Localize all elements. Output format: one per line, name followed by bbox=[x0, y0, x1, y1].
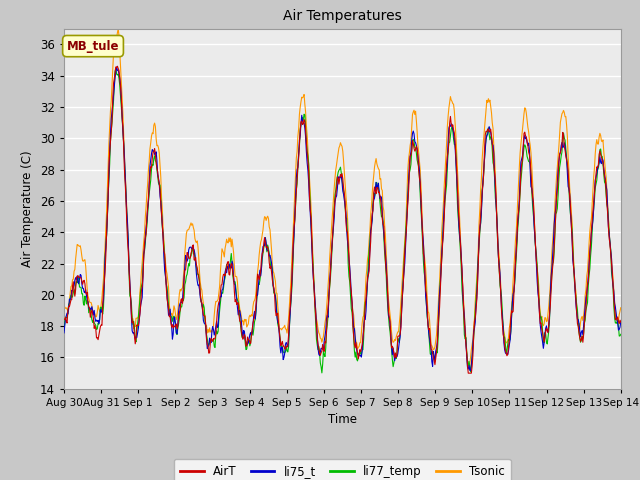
li77_temp bbox=[128, 316, 136, 322]
Tsonic bbox=[128, 316, 136, 322]
li77_temp bbox=[112, 65, 120, 71]
li75_t bbox=[185, 247, 193, 253]
Y-axis label: Air Temperature (C): Air Temperature (C) bbox=[21, 151, 35, 267]
Title: Air Temperatures: Air Temperatures bbox=[283, 10, 402, 24]
li77_temp bbox=[428, 348, 436, 354]
Text: MB_tule: MB_tule bbox=[67, 40, 119, 53]
Tsonic bbox=[185, 227, 193, 233]
Line: Tsonic: Tsonic bbox=[64, 29, 621, 369]
AirT bbox=[617, 319, 625, 325]
AirT bbox=[60, 317, 68, 323]
li77_temp bbox=[318, 370, 326, 376]
Line: AirT: AirT bbox=[64, 66, 621, 373]
li77_temp bbox=[185, 261, 193, 266]
li77_temp bbox=[60, 327, 68, 333]
li77_temp bbox=[214, 328, 222, 334]
li77_temp bbox=[412, 145, 419, 151]
li77_temp bbox=[70, 287, 78, 293]
li75_t bbox=[113, 64, 120, 70]
AirT bbox=[113, 63, 121, 69]
Tsonic bbox=[617, 305, 625, 311]
li75_t bbox=[128, 328, 136, 334]
Tsonic bbox=[411, 111, 419, 117]
Tsonic bbox=[60, 304, 68, 310]
Line: li75_t: li75_t bbox=[64, 67, 621, 371]
AirT bbox=[214, 303, 222, 309]
AirT bbox=[411, 148, 419, 154]
Line: li77_temp: li77_temp bbox=[64, 68, 621, 373]
Tsonic bbox=[70, 268, 78, 274]
AirT bbox=[185, 255, 193, 261]
li75_t bbox=[60, 330, 68, 336]
li75_t bbox=[70, 283, 78, 288]
li75_t bbox=[617, 318, 625, 324]
Tsonic bbox=[428, 342, 435, 348]
Tsonic bbox=[115, 26, 122, 32]
li75_t bbox=[214, 324, 222, 329]
li77_temp bbox=[617, 331, 625, 337]
Tsonic bbox=[214, 297, 222, 302]
li75_t bbox=[467, 368, 474, 373]
X-axis label: Time: Time bbox=[328, 413, 357, 426]
Legend: AirT, li75_t, li77_temp, Tsonic: AirT, li75_t, li77_temp, Tsonic bbox=[174, 459, 511, 480]
li75_t bbox=[411, 139, 419, 144]
AirT bbox=[465, 370, 472, 376]
AirT bbox=[428, 347, 435, 352]
Tsonic bbox=[465, 366, 473, 372]
AirT bbox=[128, 320, 136, 326]
li75_t bbox=[428, 347, 435, 352]
AirT bbox=[70, 288, 78, 293]
